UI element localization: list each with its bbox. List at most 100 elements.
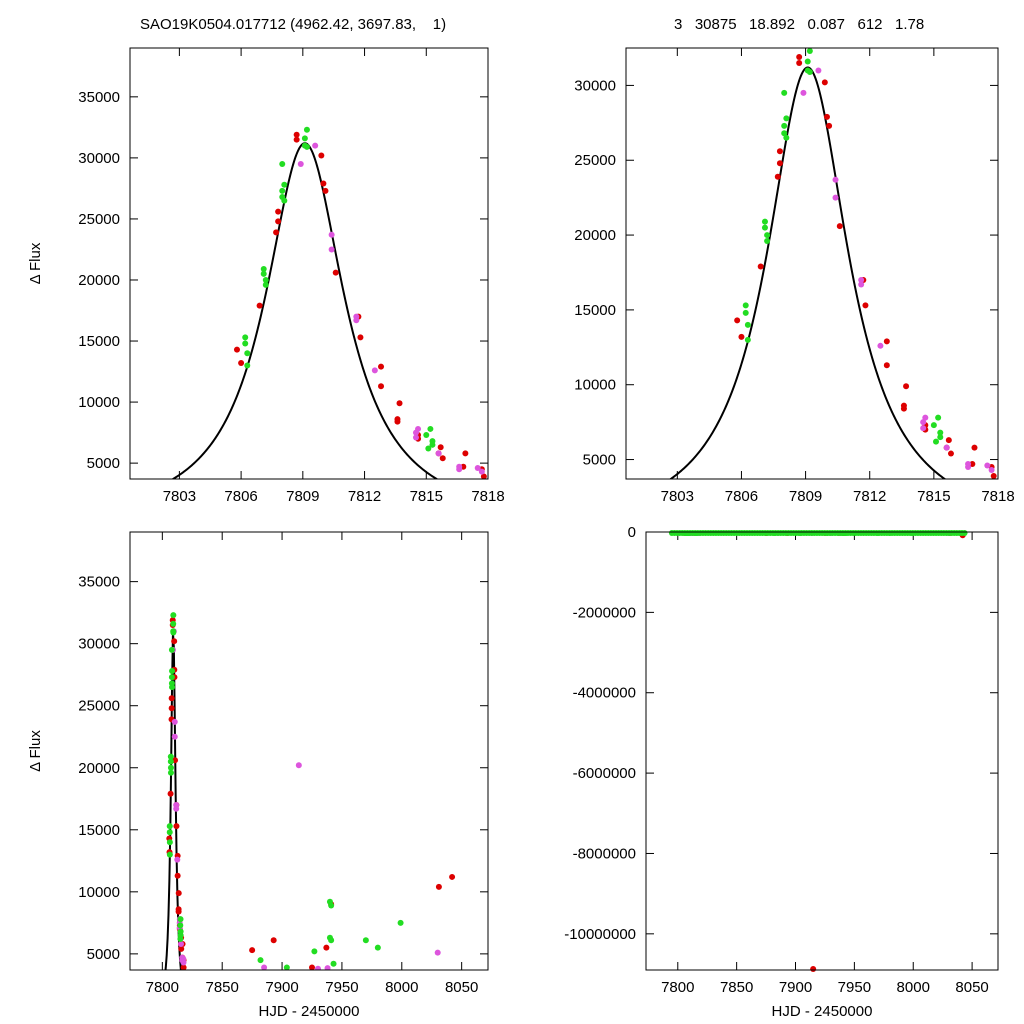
y-tick-label: 25000 xyxy=(78,698,120,715)
data-point-red xyxy=(480,473,487,479)
x-tick-label: 7850 xyxy=(720,979,753,996)
data-point-green xyxy=(303,143,310,150)
data-point-magenta xyxy=(180,959,187,966)
data-point-red xyxy=(174,872,181,879)
data-point-magenta xyxy=(988,467,995,474)
x-tick-label: 7812 xyxy=(348,488,381,505)
data-point-red xyxy=(270,937,277,944)
x-tick-label: 7803 xyxy=(163,488,196,505)
y-axis-label: Δ Flux xyxy=(27,730,44,772)
data-point-red xyxy=(437,444,444,451)
data-point-red xyxy=(990,473,997,479)
data-point-magenta xyxy=(815,67,822,74)
data-point-green xyxy=(167,758,174,765)
data-point-red xyxy=(969,461,976,468)
data-point-magenta xyxy=(832,176,839,183)
data-point-red xyxy=(273,229,280,236)
data-point-green xyxy=(930,422,937,429)
data-point-green xyxy=(166,839,173,846)
data-point-green xyxy=(783,134,790,141)
data-point-green xyxy=(260,265,267,272)
plot-frame xyxy=(129,47,489,480)
data-point-red xyxy=(796,53,803,60)
y-tick-label: 30000 xyxy=(78,150,120,167)
data-point-magenta xyxy=(314,965,321,970)
data-point-magenta xyxy=(984,462,991,469)
data-point-green xyxy=(742,302,749,309)
y-tick-label: 30000 xyxy=(78,636,120,653)
data-point-red xyxy=(774,173,781,180)
data-point-green xyxy=(283,964,290,970)
data-point-magenta xyxy=(174,856,181,863)
data-point-magenta xyxy=(324,965,331,970)
data-point-red xyxy=(462,450,469,457)
data-point-green xyxy=(781,122,788,129)
x-tick-label: 7950 xyxy=(325,979,358,996)
x-tick-label: 7850 xyxy=(206,979,239,996)
data-point-red xyxy=(167,790,174,797)
y-tick-label: 0 xyxy=(628,524,636,541)
y-tick-label: 20000 xyxy=(78,760,120,777)
data-point-magenta xyxy=(171,718,178,725)
data-point-magenta xyxy=(412,434,419,441)
y-tick-label: -10000000 xyxy=(564,926,636,943)
data-point-red xyxy=(394,418,401,425)
data-point-green xyxy=(242,334,249,341)
x-tick-label: 7900 xyxy=(265,979,298,996)
y-tick-label: 20000 xyxy=(574,227,616,244)
data-point-green xyxy=(167,753,174,760)
x-tick-label: 7812 xyxy=(853,488,886,505)
y-tick-label: 15000 xyxy=(78,333,120,350)
data-point-green xyxy=(169,667,176,674)
y-axis-label: Δ Flux xyxy=(27,242,44,284)
data-point-magenta xyxy=(474,465,481,472)
y-tick-label: 35000 xyxy=(78,89,120,106)
data-point-magenta xyxy=(434,949,441,956)
panel-top-left: 7803 7806 7809 7812 7815 7818 5000 10000 15000 20… xyxy=(27,47,505,505)
data-point-green xyxy=(262,276,269,283)
x-tick-label: 7800 xyxy=(146,979,179,996)
x-tick-label: 7803 xyxy=(661,488,694,505)
x-tick-label: 7815 xyxy=(410,488,443,505)
data-point-red xyxy=(810,966,817,972)
x-tick-label: 7815 xyxy=(917,488,950,505)
data-point-magenta xyxy=(858,281,865,288)
data-point-green xyxy=(169,684,176,691)
data-point-red xyxy=(883,338,890,345)
y-tick-label: 10000 xyxy=(78,884,120,901)
data-point-green xyxy=(330,960,337,967)
x-tick-label: 8000 xyxy=(385,979,418,996)
data-point-green xyxy=(937,434,944,441)
fit-parameters: 3 30875 18.892 0.087 612 1.78 xyxy=(674,16,925,33)
data-point-magenta xyxy=(920,419,927,426)
x-tick-label: 8000 xyxy=(897,979,930,996)
data-point-green xyxy=(166,829,173,836)
data-point-red xyxy=(883,362,890,369)
data-point-green xyxy=(177,922,184,929)
data-point-green xyxy=(804,58,811,65)
data-point-green xyxy=(744,336,751,343)
panel-bottom-right: 7800 7850 7900 7950 8000 8050 0 -2000000 -400000… xyxy=(564,524,999,1020)
data-point-green xyxy=(262,281,269,288)
y-tick-label: 25000 xyxy=(78,211,120,228)
data-point-green xyxy=(166,823,173,830)
data-point-red xyxy=(836,223,843,230)
data-point-magenta xyxy=(922,414,929,421)
data-point-green xyxy=(281,197,288,204)
data-point-green xyxy=(301,135,308,142)
x-tick-label: 7818 xyxy=(471,488,504,505)
plot-frame xyxy=(129,531,489,971)
data-point-red xyxy=(318,152,325,159)
data-point-magenta xyxy=(261,964,268,970)
data-point-red xyxy=(396,400,403,407)
data-point-green xyxy=(806,68,813,75)
data-point-green xyxy=(806,48,813,54)
data-point-red xyxy=(293,131,300,138)
data-point-red xyxy=(903,383,910,390)
data-point-green xyxy=(281,181,288,188)
chart-title: SAO19K0504.017712 (4962.42, 3697.83, 1) xyxy=(140,16,447,33)
data-point-green xyxy=(279,187,286,194)
data-point-green xyxy=(761,218,768,225)
x-tick-label: 7806 xyxy=(224,488,257,505)
data-point-red xyxy=(757,263,764,270)
